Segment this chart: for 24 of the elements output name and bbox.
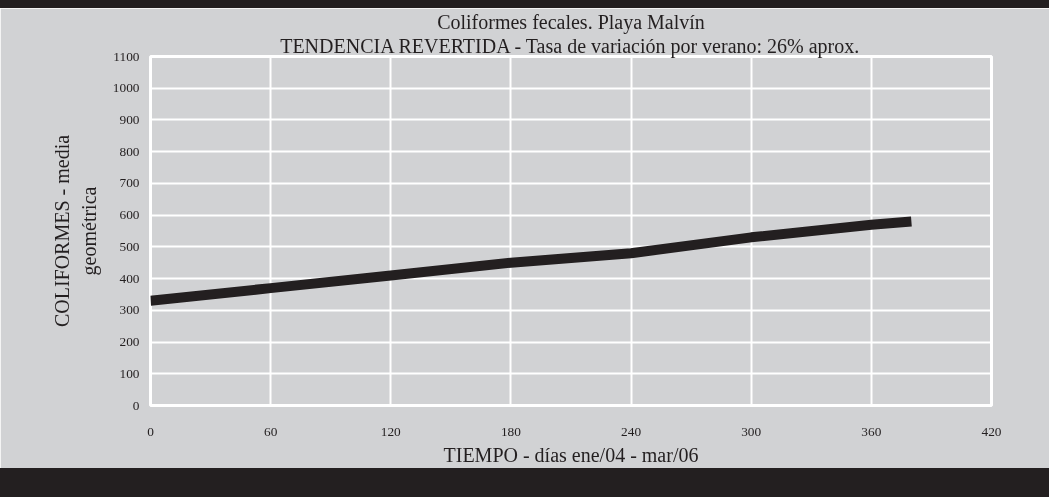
y-tick-label: 100 <box>119 365 140 381</box>
y-tick-label: 400 <box>119 270 140 286</box>
x-tick-label: 0 <box>147 423 155 439</box>
chart-title: Coliformes fecales. Playa Malvín <box>437 10 705 34</box>
x-tick-label: 420 <box>981 423 1002 439</box>
x-tick-label: 60 <box>263 423 278 439</box>
y-tick-label: 0 <box>132 397 140 413</box>
x-tick-label: 180 <box>500 423 522 439</box>
y-tick-label: 300 <box>119 302 140 318</box>
y-tick-label: 200 <box>119 334 140 350</box>
x-tick-label: 240 <box>621 423 642 439</box>
y-tick-label: 700 <box>119 175 140 191</box>
y-tick-label: 1100 <box>113 48 140 64</box>
y-tick-label: 500 <box>119 238 140 254</box>
chart-subtitle: TENDENCIA REVERTIDA - Tasa de variación por verano: 26% aprox. <box>280 34 860 58</box>
y-tick-label: 800 <box>119 143 140 159</box>
y-tick-label: 600 <box>119 207 140 223</box>
x-tick-label: 120 <box>380 423 402 439</box>
x-tick-label: 300 <box>741 423 762 439</box>
x-tick-label: 360 <box>861 423 882 439</box>
x-axis-title: TIEMPO - días ene/04 - mar/06 <box>443 443 699 466</box>
y-tick-label: 1000 <box>112 80 140 96</box>
y-axis-title: COLIFORMES - media geométrica <box>51 134 101 328</box>
y-tick-label: 900 <box>119 111 140 127</box>
